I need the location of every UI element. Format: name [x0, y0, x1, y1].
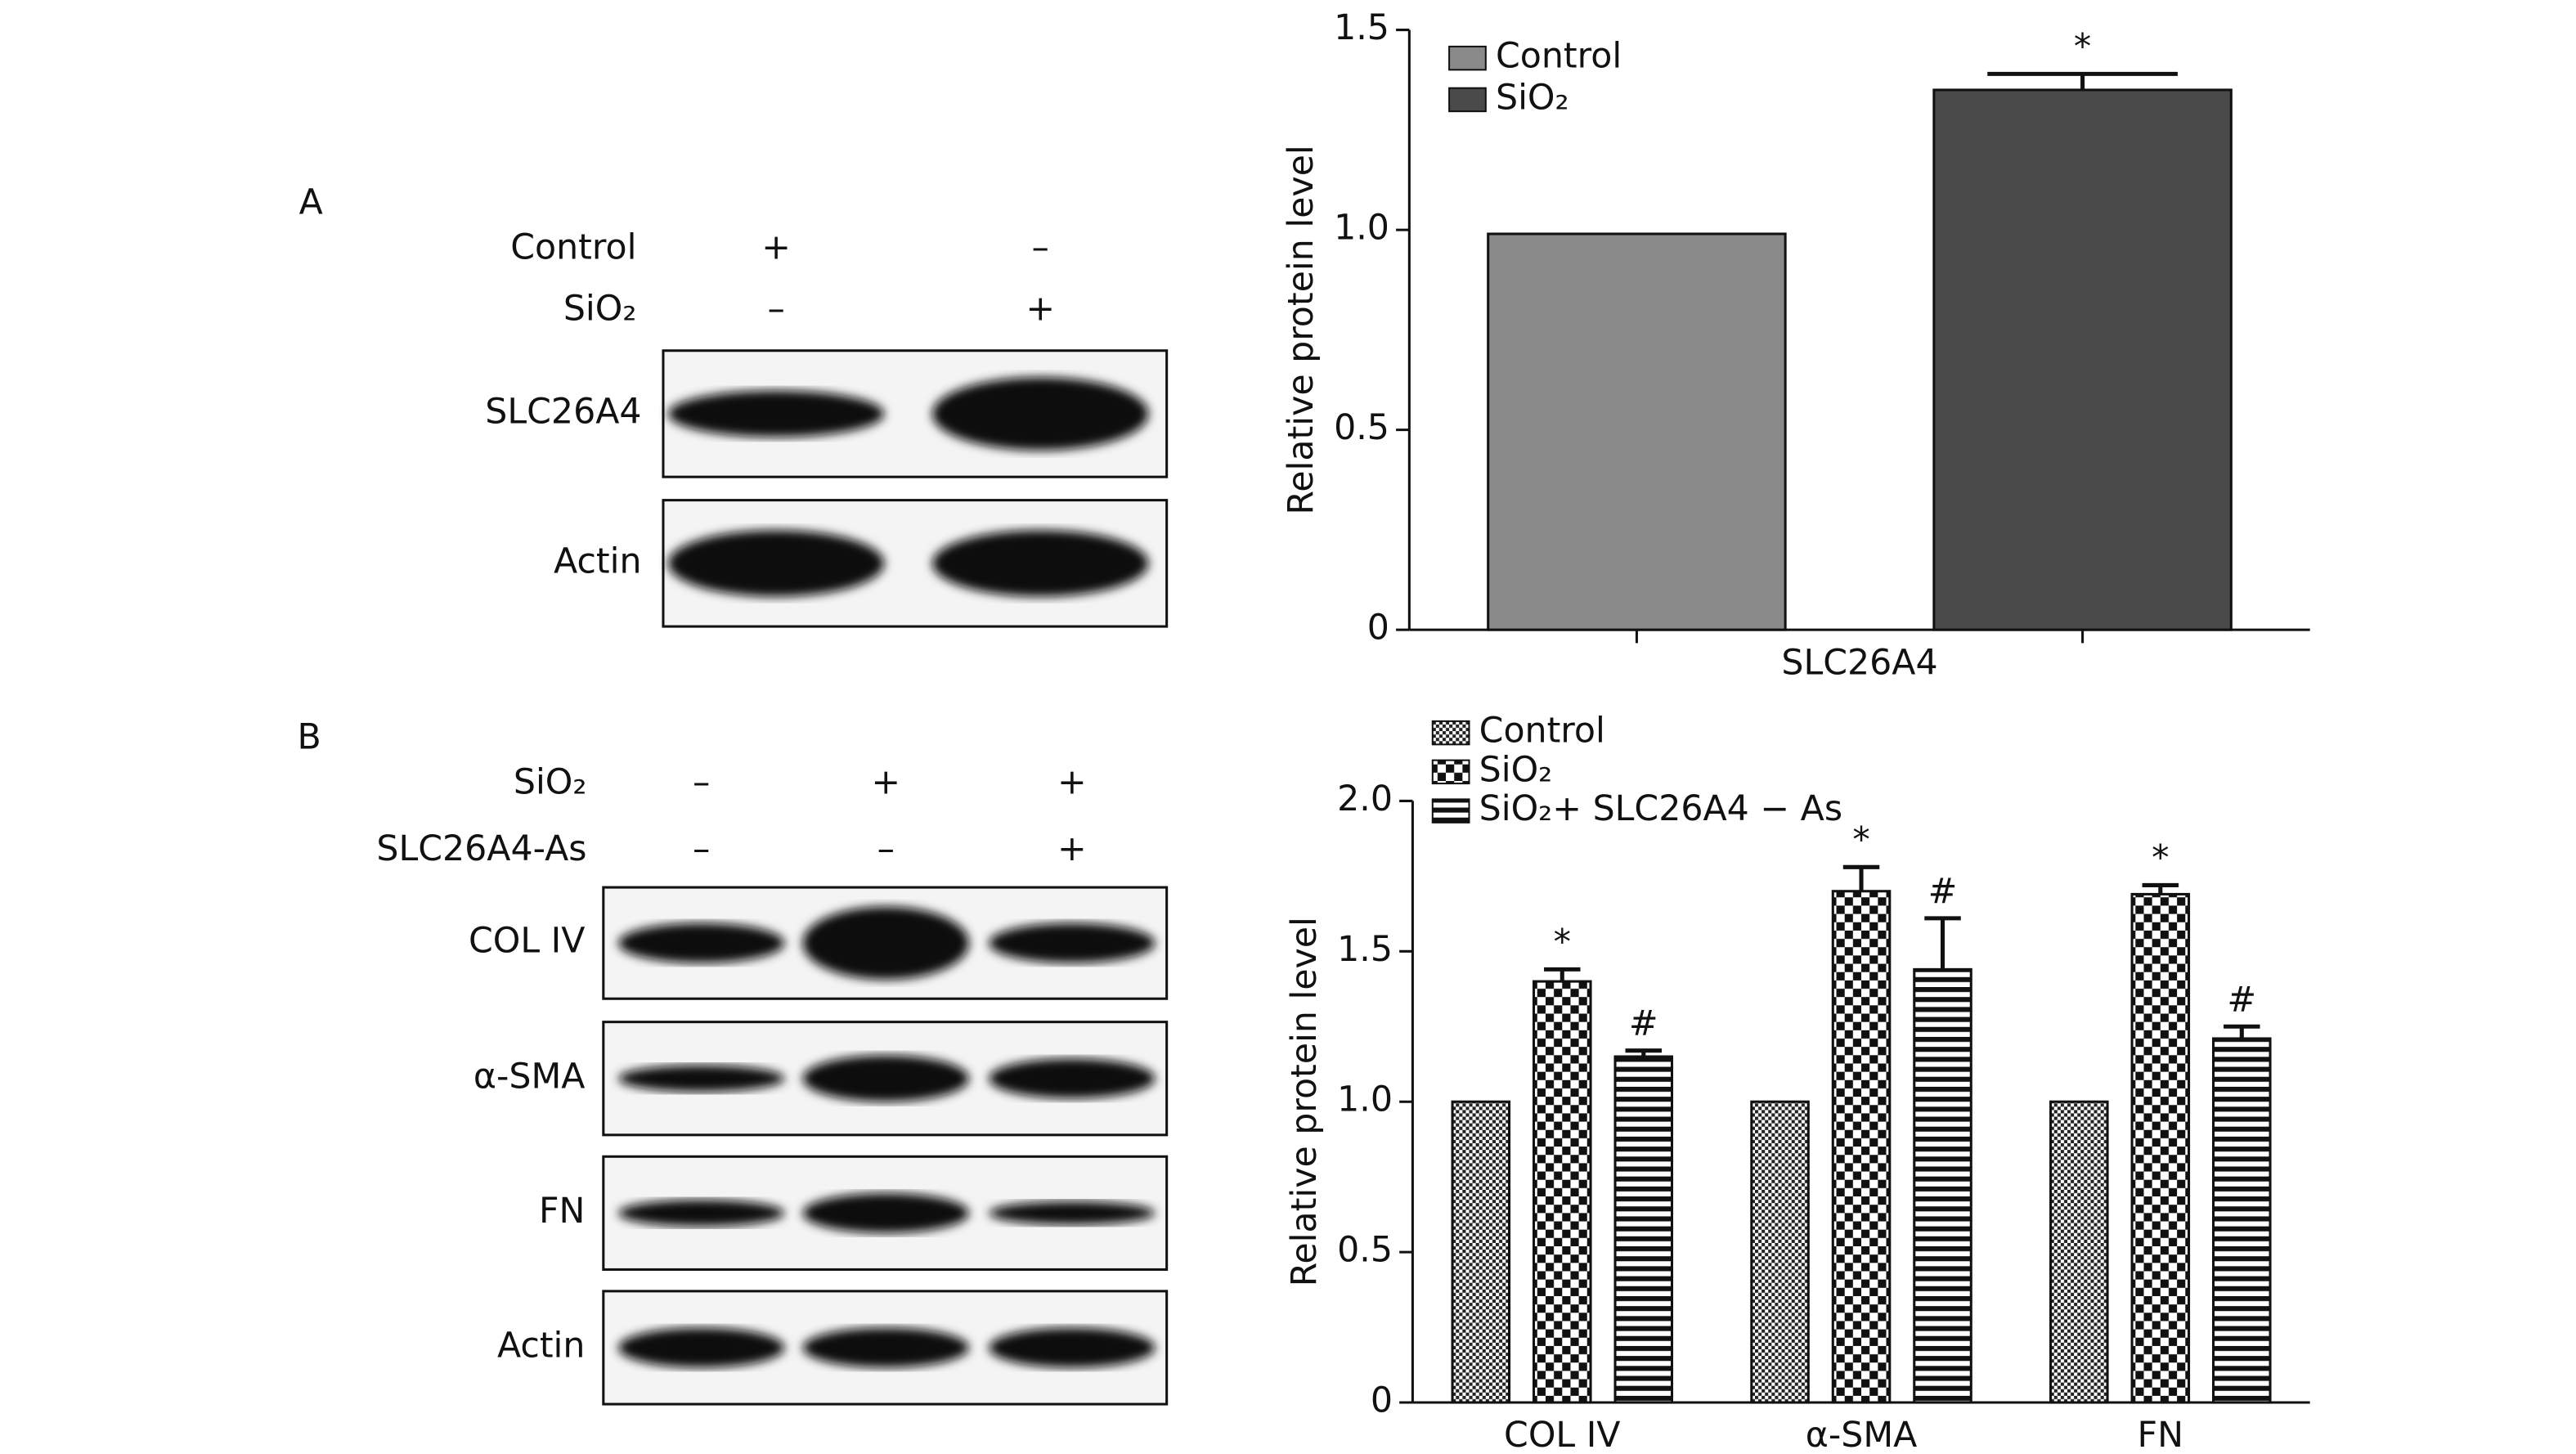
legend-swatch: [1448, 45, 1487, 71]
blot-band: [802, 1327, 969, 1368]
treatment-sign: –: [877, 828, 895, 869]
y-tick-label: 1.5: [1334, 7, 1389, 48]
y-tick-label: 1.0: [1337, 1079, 1393, 1120]
blot-band: [989, 922, 1156, 963]
x-tick-label: COL IV: [1504, 1415, 1620, 1454]
bar: [1913, 967, 1972, 1404]
treatment-label: SLC26A4-As: [376, 828, 586, 869]
blot-band: [668, 530, 885, 597]
panel-label: A: [299, 182, 323, 222]
treatment-sign: +: [761, 227, 791, 267]
annotation: #: [2227, 979, 2256, 1020]
treatment-sign: –: [693, 828, 710, 869]
blot-band: [932, 530, 1149, 597]
bar: [1487, 232, 1787, 631]
legend-swatch: [1431, 720, 1470, 746]
bar: [1932, 88, 2233, 631]
y-tick-label: 0.5: [1334, 407, 1389, 448]
blot-band: [802, 1192, 969, 1233]
legend-label: SiO₂: [1496, 77, 1569, 118]
y-tick-label: 2.0: [1337, 779, 1393, 819]
annotation: *: [1852, 819, 1869, 860]
treatment-sign: –: [1032, 227, 1049, 267]
blot-band: [668, 390, 885, 438]
blot-band: [932, 377, 1149, 451]
treatment-label: Control: [510, 227, 636, 267]
treatment-sign: –: [767, 288, 784, 329]
bar: [1533, 980, 1592, 1404]
y-tick-label: 1.5: [1337, 929, 1393, 970]
blot-band: [989, 1327, 1156, 1368]
y-axis-label: Relative protein level: [1284, 917, 1325, 1286]
legend-label: SiO₂: [1479, 749, 1553, 790]
blot-label: SLC26A4: [485, 391, 641, 432]
y-tick-label: 0: [1371, 1380, 1393, 1421]
x-tick-label: FN: [2138, 1415, 2183, 1454]
annotation: *: [2074, 26, 2091, 67]
treatment-sign: +: [1025, 288, 1055, 329]
bar: [1750, 1100, 1810, 1404]
blot-band: [802, 1055, 969, 1102]
treatment-sign: +: [1057, 762, 1087, 803]
bar: [2212, 1037, 2272, 1404]
treatment-label: SiO₂: [563, 288, 637, 329]
blot-band: [618, 1065, 785, 1093]
treatment-label: SiO₂: [514, 762, 587, 803]
legend-swatch: [1448, 87, 1487, 113]
annotation: *: [2152, 837, 2169, 878]
blot-label: COL IV: [469, 921, 585, 962]
blot-band: [802, 906, 969, 980]
annotation: *: [1554, 922, 1571, 963]
treatment-sign: +: [871, 762, 900, 803]
blot-band: [989, 1201, 1156, 1225]
y-tick-label: 0.5: [1337, 1230, 1393, 1271]
legend-label: Control: [1479, 711, 1605, 752]
bar: [2049, 1100, 2109, 1404]
treatment-sign: +: [1057, 828, 1087, 869]
blot-band: [618, 1327, 785, 1368]
x-axis-label: SLC26A4: [1781, 642, 1937, 683]
bar: [1451, 1100, 1511, 1404]
y-tick-label: 1.0: [1334, 208, 1389, 249]
annotation: #: [1629, 1003, 1658, 1044]
blot-label: Actin: [554, 541, 642, 581]
legend-label: Control: [1496, 36, 1622, 77]
bar: [1613, 1055, 1674, 1404]
x-tick-label: α-SMA: [1806, 1415, 1918, 1454]
bar: [1831, 890, 1892, 1404]
legend-label: SiO₂+ SLC26A4 − As: [1479, 788, 1842, 829]
blot-band: [989, 1058, 1156, 1099]
blot-band: [618, 922, 785, 963]
legend-swatch: [1431, 759, 1470, 785]
blot-band: [618, 1200, 785, 1227]
legend-swatch: [1431, 798, 1470, 823]
treatment-sign: –: [693, 762, 710, 803]
panel-label: B: [298, 717, 321, 758]
bar: [2130, 892, 2191, 1404]
annotation: #: [1928, 871, 1958, 912]
y-tick-label: 0: [1367, 608, 1389, 648]
blot-label: Actin: [497, 1325, 586, 1366]
blot-label: α-SMA: [473, 1056, 586, 1097]
blot-label: FN: [539, 1191, 585, 1232]
y-axis-label: Relative protein level: [1281, 145, 1322, 514]
